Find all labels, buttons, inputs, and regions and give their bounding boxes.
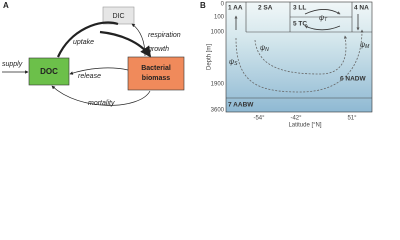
- box-label: 6 NADW: [340, 76, 367, 83]
- panel-label: A: [3, 1, 9, 10]
- y-tick-label: 1900: [211, 82, 225, 88]
- page: { "panel_a": { "label": "A", "nodes": { …: [2, 1, 373, 129]
- dic-label: DIC: [112, 13, 124, 20]
- growth-arrow: [99, 30, 152, 58]
- box-label: 1 AA: [228, 5, 243, 12]
- flow-arrow: [235, 29, 364, 93]
- x-tick-label: -42°: [290, 116, 302, 122]
- subscript: S: [234, 61, 238, 67]
- subscript: N: [265, 47, 269, 53]
- panel-b: B 1 AA 2 SA 3 LL 4 NA 5 TC 6 NADW 7 AABW…: [200, 1, 373, 129]
- symbol: ψ: [260, 45, 265, 52]
- respiration-arrow: [131, 23, 146, 57]
- y-tick-label: 0: [221, 2, 225, 8]
- streamfunction: ψM: [360, 42, 370, 50]
- streamfunction: ψT: [319, 15, 328, 23]
- symbol: ψ: [319, 15, 324, 22]
- y-tick-label: 3600: [211, 108, 225, 114]
- flow-arrow: [304, 9, 341, 15]
- dic-box: [102, 6, 135, 25]
- edge-label: uptake: [73, 39, 94, 46]
- subscript: T: [324, 17, 328, 23]
- symbol: ψ: [360, 42, 365, 49]
- flow-arrow: [304, 25, 341, 31]
- uptake-arrow: [56, 21, 119, 58]
- mortality-arrow: [51, 85, 151, 106]
- y-axis-label: Depth [m]: [207, 44, 213, 70]
- streamfunction: ψN: [260, 45, 269, 53]
- doc-label: DOC: [40, 67, 58, 76]
- flow-arrow: [254, 35, 347, 75]
- x-axis-label: Latitude [°N]: [288, 123, 321, 129]
- box-label: 2 SA: [258, 5, 273, 12]
- x-tick-label: 51°: [347, 116, 357, 122]
- bacteria-label: biomass: [142, 75, 171, 82]
- figure: A DIC DOC Bacterial biomass supply uptak…: [2, 1, 373, 129]
- panel-label: B: [200, 1, 206, 10]
- bacteria-label: Bacterial: [141, 65, 171, 72]
- subscript: M: [365, 44, 370, 50]
- ocean: [225, 1, 373, 113]
- symbol: ψ: [229, 59, 234, 66]
- edge-label: respiration: [148, 32, 181, 39]
- box-label: 4 NA: [354, 5, 369, 12]
- y-tick-label: 100: [214, 15, 225, 21]
- x-tick-label: -54°: [253, 116, 265, 122]
- box-label: 5 TC: [293, 21, 307, 28]
- doc-box: [28, 57, 70, 86]
- y-tick-label: 1000: [211, 30, 225, 36]
- bacteria-box: [127, 56, 185, 91]
- box-label: 7 AABW: [228, 102, 254, 109]
- streamfunction: ψS: [229, 59, 238, 67]
- edge-label: supply: [2, 61, 23, 68]
- edge-label: growth: [148, 46, 169, 53]
- panel-a: A DIC DOC Bacterial biomass supply uptak…: [2, 1, 185, 107]
- edge-label: mortality: [88, 100, 115, 107]
- release-arrow: [69, 67, 129, 75]
- box-label: 3 LL: [293, 5, 306, 12]
- edge-label: release: [78, 73, 101, 80]
